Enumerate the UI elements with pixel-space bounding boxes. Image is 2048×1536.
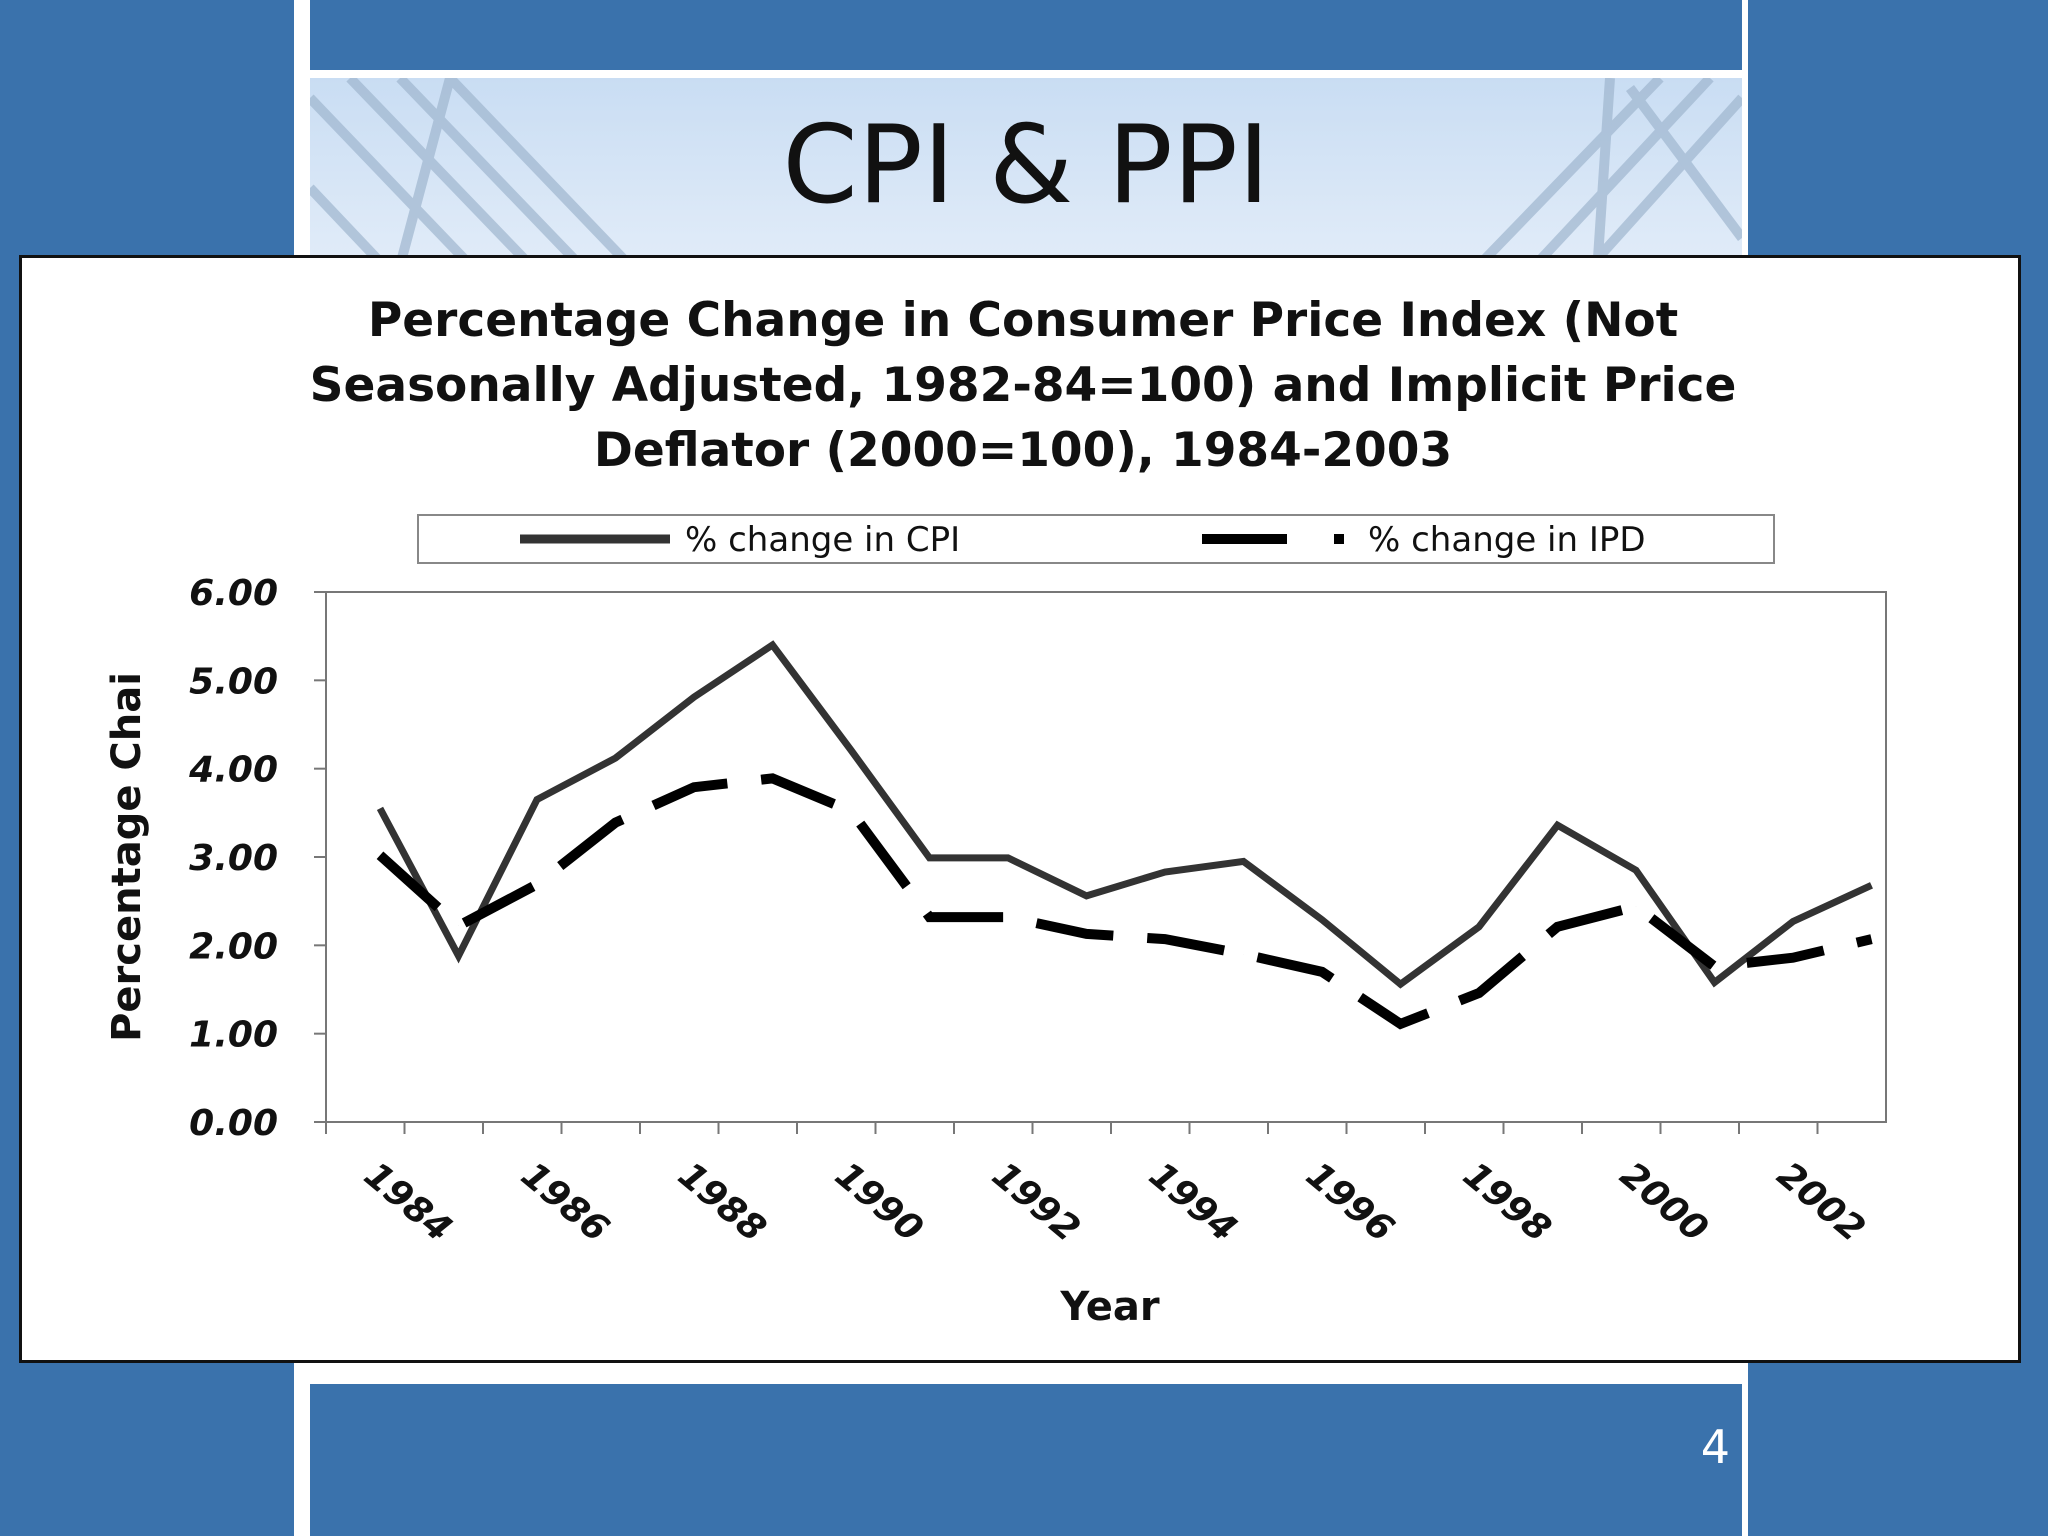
x-tick-label: 1990: [827, 1154, 930, 1250]
x-tick-label: 2000: [1612, 1154, 1715, 1250]
y-axis: 0.00 1.00 2.00 3.00 4.00 5.00 6.00: [188, 573, 326, 1144]
x-axis-title: Year: [1059, 1284, 1159, 1330]
y-tick-label: 1.00: [189, 1015, 278, 1056]
y-tick-label: 4.00: [188, 750, 278, 791]
series-layer: [376, 640, 1873, 1030]
legend-label-cpi: % change in CPI: [685, 520, 960, 560]
x-axis: 1984 1986 1988 1990 1992 1994 1996 1998 2000 2002: [325, 1122, 1872, 1250]
x-tick-label: 1994: [1141, 1154, 1244, 1250]
chart-container: Percentage Change in Consumer Price Inde…: [19, 255, 2021, 1363]
y-tick-label: 6.00: [189, 573, 278, 614]
y-tick-label: 0.00: [189, 1103, 278, 1144]
plot-area: [325, 591, 1887, 1123]
line-chart: % change in CPI % change in IPD 0.00 1.00…: [104, 514, 1887, 1330]
x-tick-label: 1996: [1298, 1154, 1401, 1250]
page-number: 4: [1700, 1420, 1730, 1474]
top-band: [310, 0, 1742, 70]
y-axis-title: Percentage Chai: [104, 672, 150, 1042]
x-tick-label: 1988: [670, 1154, 773, 1250]
bottom-band: [310, 1384, 1742, 1536]
legend-label-ipd: % change in IPD: [1368, 520, 1646, 560]
series-line-cpi: [376, 640, 1873, 989]
x-tick-label: 2002: [1769, 1154, 1872, 1250]
chart-title-line-1: Percentage Change in Consumer Price Inde…: [367, 293, 1679, 348]
chart-title: Percentage Change in Consumer Price Inde…: [22, 288, 2024, 483]
x-tick-label: 1992: [984, 1154, 1087, 1250]
x-tick-label: 1984: [356, 1154, 459, 1250]
legend: % change in CPI % change in IPD: [417, 514, 1775, 564]
y-tick-label: 3.00: [189, 838, 278, 879]
chart-title-line-2: Seasonally Adjusted, 1982-84=100) and Im…: [309, 358, 1737, 413]
y-tick-label: 5.00: [189, 661, 278, 702]
x-tick-label: 1998: [1455, 1154, 1558, 1250]
slide-title: CPI & PPI: [782, 103, 1270, 228]
chart-title-line-3: Deflator (2000=100), 1984-2003: [593, 423, 1453, 478]
x-tick-label: 1986: [513, 1154, 616, 1250]
y-tick-label: 2.00: [189, 926, 278, 967]
